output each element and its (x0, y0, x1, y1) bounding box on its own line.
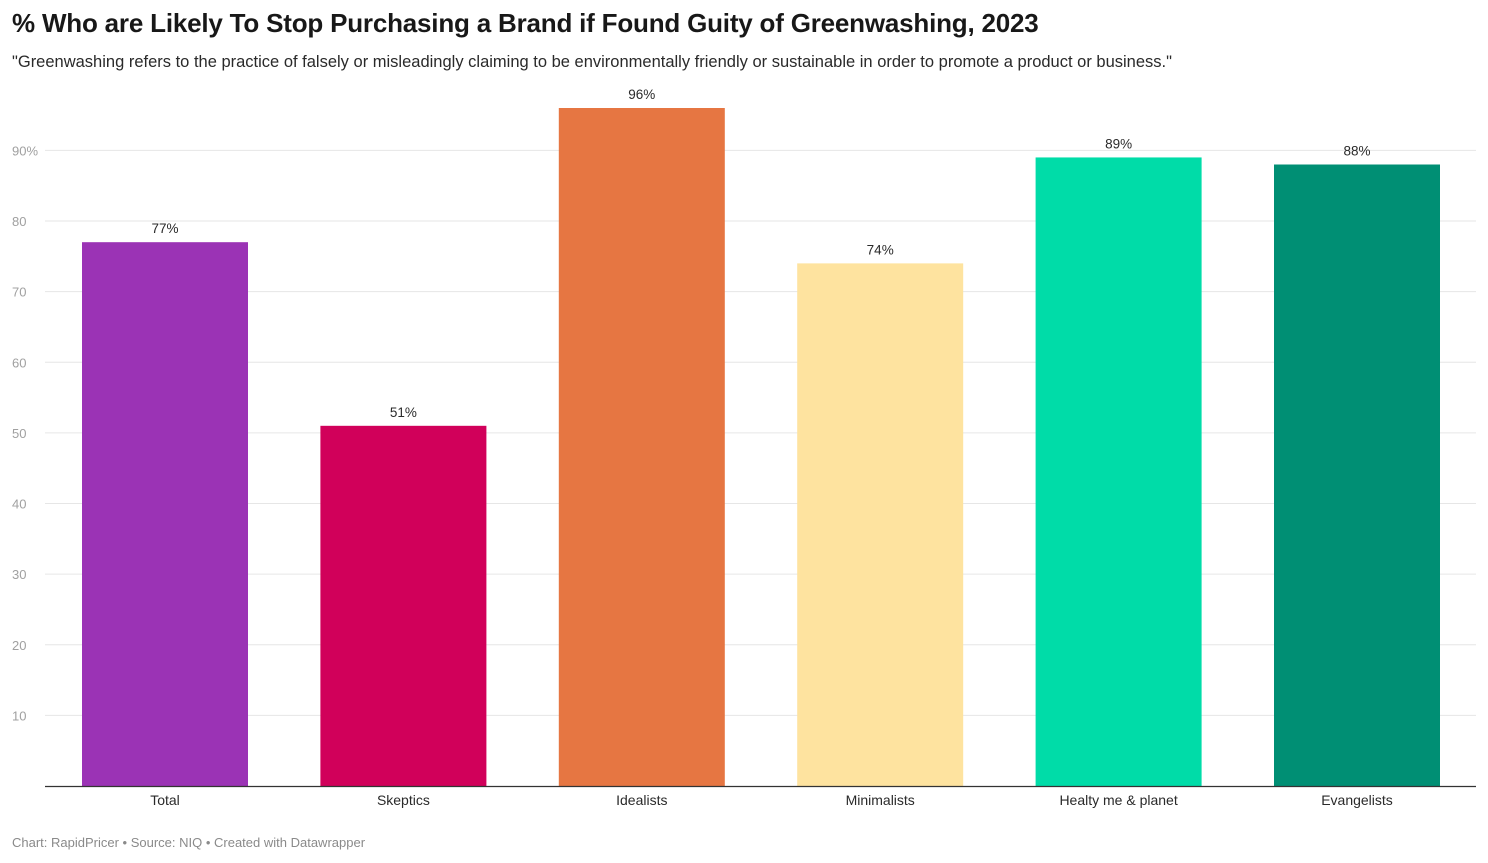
y-tick-label: 60 (12, 355, 26, 370)
labels: 77% Total 51% Skeptics 96% Idealists 74% Minima… (150, 87, 1393, 808)
bar-value-label: 51% (390, 405, 417, 420)
bar-total (82, 242, 248, 786)
chart-credit: Chart: RapidPricer • Source: NIQ • Creat… (12, 835, 366, 850)
bar-evangelists (1274, 164, 1440, 786)
y-tick-label: 70 (12, 285, 26, 300)
bar-value-label: 88% (1343, 144, 1370, 159)
y-tick-label: 20 (12, 638, 26, 653)
bar-healty-me-planet (1035, 157, 1202, 786)
y-tick-label: 50 (12, 426, 26, 441)
x-category-label: Evangelists (1321, 792, 1393, 808)
x-category-label: Healty me & planet (1059, 792, 1177, 808)
x-category-label: Skeptics (377, 792, 430, 808)
bar-value-label: 74% (867, 242, 894, 257)
x-category-label: Idealists (616, 792, 667, 808)
y-tick-label: 40 (12, 497, 26, 512)
bars (82, 108, 1440, 786)
chart-subtitle: "Greenwashing refers to the practice of … (12, 53, 1172, 71)
x-category-label: Minimalists (846, 792, 915, 808)
gridlines: 10 20 30 40 50 60 70 80 90% (12, 143, 1476, 723)
y-tick-label: 90% (12, 143, 38, 158)
y-tick-label: 30 (12, 567, 26, 582)
bar-value-label: 77% (151, 221, 178, 236)
bar-skeptics (320, 425, 487, 786)
y-tick-label: 80 (12, 214, 26, 229)
y-tick-label: 10 (12, 708, 26, 723)
bar-idealists (558, 108, 725, 786)
bar-value-label: 96% (628, 87, 655, 102)
x-category-label: Total (150, 792, 180, 808)
chart-title: % Who are Likely To Stop Purchasing a Br… (12, 8, 1039, 38)
bar-minimalists (797, 263, 964, 786)
bar-value-label: 89% (1105, 136, 1132, 151)
